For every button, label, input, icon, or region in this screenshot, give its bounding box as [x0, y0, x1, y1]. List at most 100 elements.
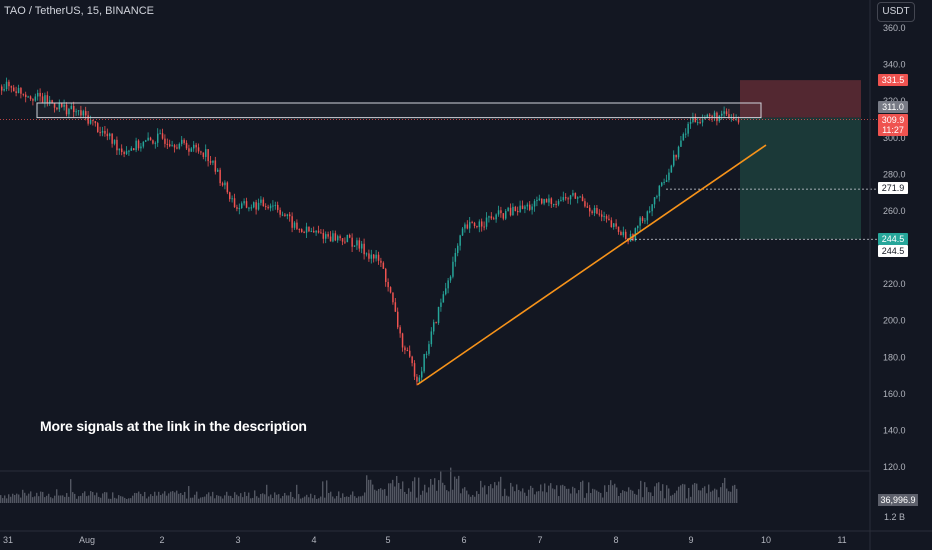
volume-bar — [278, 494, 280, 503]
price-tick-label: 300.0 — [883, 133, 906, 143]
volume-bar — [434, 478, 436, 503]
volume-bar — [650, 492, 652, 503]
volume-bar — [446, 490, 448, 503]
candle-body — [697, 122, 699, 124]
candle-body — [411, 356, 413, 364]
volume-bar — [494, 482, 496, 503]
candle-body — [605, 216, 608, 219]
volume-bar — [520, 491, 522, 503]
volume-bar — [232, 497, 234, 503]
volume-bar — [68, 496, 70, 503]
volume-bar — [606, 491, 608, 503]
volume-bar — [108, 498, 110, 503]
volume-bar — [370, 479, 372, 503]
volume-bar — [262, 493, 264, 503]
candle-body — [543, 199, 545, 204]
candle-body — [685, 133, 687, 135]
candle-body — [728, 114, 730, 118]
volume-bar — [256, 496, 258, 503]
volume-bar — [46, 495, 48, 503]
volume-bar — [140, 493, 142, 503]
time-tick-label: 7 — [537, 535, 542, 545]
volume-bar — [90, 491, 92, 503]
volume-bar — [56, 489, 58, 503]
volume-bar — [180, 492, 182, 503]
volume-bar — [266, 484, 268, 503]
volume-bar — [84, 491, 86, 503]
promo-annotation: More signals at the link in the descript… — [40, 418, 307, 434]
candle-body — [190, 148, 193, 152]
volume-bar — [694, 482, 696, 503]
candle-body — [125, 151, 128, 154]
volume-bar — [438, 480, 440, 503]
candle-body — [308, 226, 310, 232]
volume-bar — [184, 491, 186, 503]
candle-body — [469, 222, 471, 229]
volume-bar — [310, 493, 312, 503]
volume-bar — [396, 475, 398, 503]
volume-bar — [86, 496, 88, 503]
volume-bar — [174, 492, 176, 503]
candle-body — [329, 236, 332, 242]
volume-bar — [296, 484, 298, 503]
volume-bar — [164, 491, 166, 503]
candle-body — [670, 165, 673, 173]
volume-bar — [210, 496, 212, 503]
volume-bar — [710, 491, 712, 503]
candle-body — [464, 224, 466, 229]
candle-body — [87, 115, 89, 124]
volume-bar — [354, 496, 356, 503]
volume-bar — [700, 490, 702, 503]
candle-body — [397, 311, 399, 328]
volume-bar — [680, 485, 682, 503]
volume-bar — [584, 497, 586, 503]
candle-body — [279, 209, 281, 215]
candle-body — [212, 160, 214, 163]
candle-body — [197, 147, 200, 152]
volume-bar — [682, 483, 684, 503]
currency-button[interactable]: USDT — [877, 2, 915, 22]
volume-bar — [70, 479, 72, 503]
volume-bar — [490, 484, 492, 503]
candle-body — [195, 144, 197, 148]
volume-bar — [590, 492, 592, 503]
volume-bar — [542, 491, 544, 503]
volume-bar — [340, 497, 342, 503]
volume-bar — [80, 495, 82, 503]
volume-bar — [4, 495, 6, 503]
candle-body — [577, 197, 579, 199]
volume-bar — [216, 495, 218, 503]
price-tick-label: 200.0 — [883, 316, 906, 326]
volume-bar — [242, 497, 244, 503]
candle-body — [574, 193, 577, 199]
candle-body — [716, 112, 718, 122]
price-tick-label: 280.0 — [883, 169, 906, 179]
candle-body — [34, 96, 37, 101]
candle-body — [545, 199, 548, 203]
volume-bar — [250, 498, 252, 503]
volume-bar — [44, 497, 46, 503]
candle-body — [646, 211, 649, 221]
candle-body — [380, 260, 382, 263]
candle-body — [49, 100, 51, 104]
price-tick-label: 180.0 — [883, 352, 906, 362]
candle-body — [337, 236, 339, 241]
candle-body — [142, 141, 145, 147]
volume-bar — [612, 485, 614, 503]
volume-bar — [200, 497, 202, 503]
volume-bar — [518, 489, 520, 503]
candle-body — [382, 262, 385, 269]
time-tick-label: 2 — [159, 535, 164, 545]
volume-bar — [212, 491, 214, 503]
candle-body — [649, 211, 651, 213]
volume-bar — [392, 479, 394, 503]
candle-body — [82, 111, 85, 116]
volume-bar — [202, 497, 204, 503]
candle-body — [334, 233, 337, 241]
candle-body — [529, 204, 531, 210]
candle-body — [721, 113, 723, 116]
volume-bar — [676, 490, 678, 503]
candle-body — [387, 281, 389, 288]
candle-body — [173, 145, 176, 148]
